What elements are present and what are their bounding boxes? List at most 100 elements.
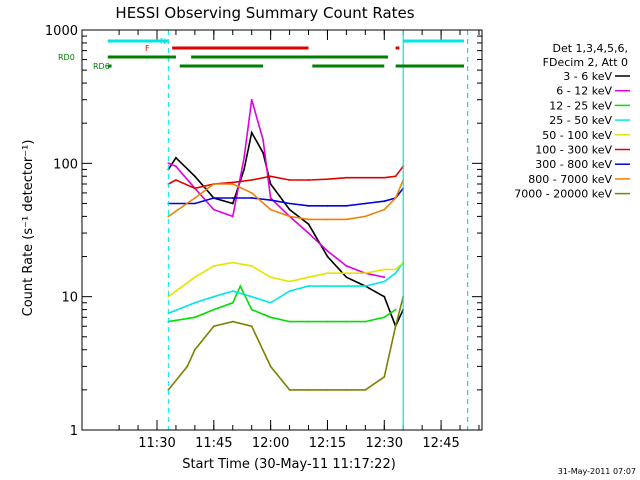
series-line-2: [168, 284, 397, 323]
data-point: [394, 268, 397, 271]
legend-label: 6 - 12 keV: [556, 85, 612, 98]
flag-label: RD0: [58, 53, 75, 62]
data-point: [193, 276, 196, 279]
data-point: [231, 202, 234, 205]
data-point: [262, 151, 264, 154]
data-point: [345, 204, 348, 207]
data-point: [345, 320, 348, 323]
data-point: [326, 272, 329, 275]
data-point: [364, 176, 367, 179]
data-point: [288, 280, 291, 283]
data-point: [288, 208, 291, 211]
data-point: [288, 320, 291, 323]
data-point: [326, 218, 329, 221]
data-point: [394, 197, 397, 199]
x-tick-label: 12:00: [252, 436, 289, 451]
data-point: [269, 197, 272, 199]
data-point: [307, 276, 310, 279]
data-point: [326, 178, 329, 181]
data-point: [364, 320, 367, 323]
data-point: [231, 215, 234, 218]
data-point: [243, 168, 246, 171]
data-point: [307, 223, 310, 226]
data-point: [250, 131, 253, 134]
data-point: [326, 204, 329, 207]
data-point: [231, 301, 234, 304]
data-point: [212, 308, 215, 311]
data-point: [345, 276, 348, 279]
data-point: [383, 295, 386, 298]
data-point: [250, 308, 253, 311]
series-line-4: [167, 261, 404, 298]
data-point: [307, 388, 310, 391]
data-point: [383, 208, 386, 211]
data-point: [345, 285, 348, 288]
data-point: [383, 376, 386, 378]
data-point: [307, 320, 310, 323]
data-point: [364, 202, 367, 205]
data-point: [193, 175, 196, 178]
legend-label: 300 - 800 keV: [535, 158, 612, 171]
data-point: [288, 179, 291, 181]
flag-label: N: [160, 37, 166, 46]
data-point: [326, 285, 329, 288]
data-point: [231, 183, 234, 185]
data-point: [262, 138, 264, 141]
data-point: [269, 208, 272, 211]
data-point: [394, 175, 397, 178]
data-point: [345, 272, 348, 275]
data-point: [193, 348, 196, 351]
y-axis-label: Count Rate (s⁻¹ detector⁻¹): [21, 140, 36, 317]
data-point: [167, 215, 170, 218]
data-point: [231, 197, 234, 199]
data-point: [383, 176, 386, 179]
data-point: [326, 250, 329, 252]
series-line-7: [167, 179, 404, 221]
chart-title: HESSI Observing Summary Count Rates: [115, 4, 414, 22]
legend-label: 7000 - 20000 keV: [514, 188, 612, 201]
data-point: [250, 197, 253, 199]
data-point: [364, 215, 367, 218]
data-point: [250, 192, 253, 194]
data-point: [345, 388, 348, 391]
data-point: [250, 325, 253, 328]
data-point: [212, 183, 215, 185]
data-point: [193, 301, 196, 304]
data-point: [326, 388, 329, 391]
data-point: [307, 218, 310, 221]
data-point: [345, 265, 348, 267]
x-tick-label: 12:45: [422, 436, 459, 451]
flag-label: RD6: [93, 62, 110, 71]
legend-label: 25 - 50 keV: [549, 114, 612, 127]
data-point: [193, 197, 196, 199]
data-point: [212, 265, 215, 267]
data-point: [193, 316, 196, 319]
data-point: [364, 388, 367, 391]
legend-label: 100 - 300 keV: [535, 144, 612, 157]
data-point: [269, 199, 272, 201]
data-point: [269, 316, 272, 319]
data-point: [231, 320, 234, 323]
legend-label: 800 - 7000 keV: [528, 173, 612, 186]
data-point: [175, 156, 177, 159]
data-point: [345, 176, 348, 179]
y-tick-label: 100: [53, 157, 78, 172]
data-point: [364, 272, 367, 275]
data-point: [394, 272, 397, 275]
data-point: [326, 320, 329, 323]
data-point: [231, 181, 234, 184]
y-tick-label: 10: [61, 291, 78, 306]
series-line-3: [168, 262, 404, 315]
timestamp: 31-May-2011 07:07: [558, 467, 636, 476]
data-point: [212, 325, 215, 328]
data-point: [269, 183, 272, 185]
data-point: [383, 316, 386, 319]
x-axis-label: Start Time (30-May-11 11:17:22): [182, 457, 396, 472]
legend-label: 12 - 25 keV: [549, 99, 612, 112]
data-point: [269, 276, 272, 279]
data-point: [307, 232, 310, 234]
legend-label: 3 - 6 keV: [563, 70, 612, 83]
data-point: [288, 388, 291, 391]
